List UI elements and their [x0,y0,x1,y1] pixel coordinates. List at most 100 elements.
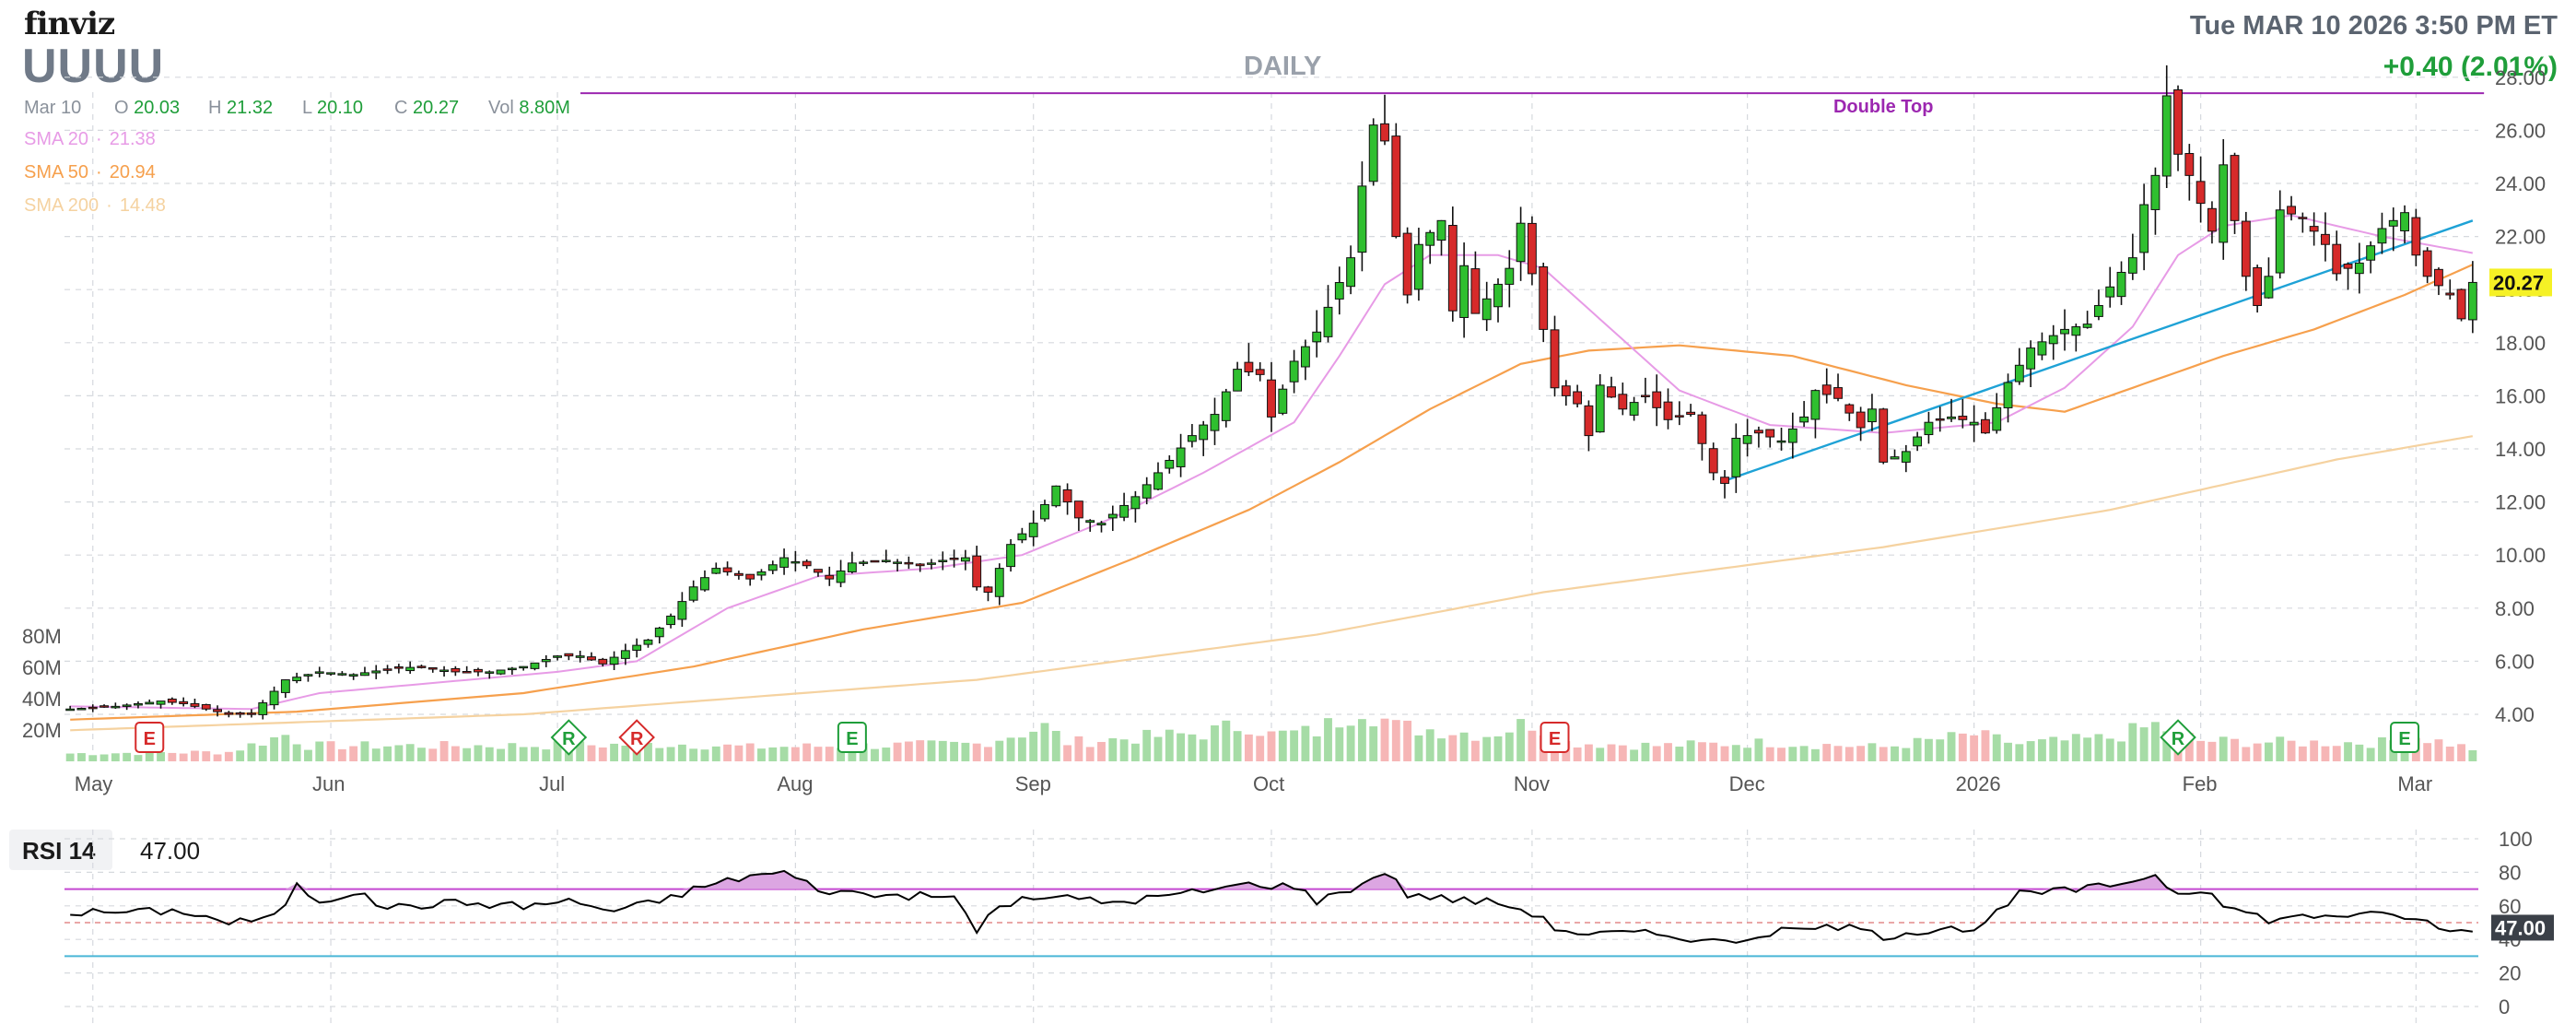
candle-body[interactable] [1867,408,1877,423]
candle-body[interactable] [1459,265,1469,318]
candle-body[interactable] [779,557,790,568]
candle-body[interactable] [2400,212,2409,231]
candle-body[interactable] [2467,281,2477,321]
finviz-logo[interactable]: finviz [24,6,115,42]
candle-body[interactable] [235,712,245,715]
candle-body[interactable] [870,559,880,563]
candle-body[interactable] [2014,364,2024,383]
candle-body[interactable] [1607,386,1616,398]
candle-body[interactable] [1017,533,1027,541]
candle-body[interactable] [1142,484,1152,499]
candle-body[interactable] [1573,391,1583,405]
candle-body[interactable] [2321,233,2330,245]
candle-body[interactable] [1697,414,1707,444]
candle-body[interactable] [326,672,335,675]
candle-body[interactable] [1447,225,1458,312]
candle-body[interactable] [553,655,562,658]
candle-body[interactable] [507,667,517,671]
candle-body[interactable] [1062,489,1072,503]
candle-body[interactable] [2184,153,2195,176]
candle-body[interactable] [745,573,755,580]
candle-body[interactable] [1028,523,1038,537]
candle-body[interactable] [2287,206,2296,215]
rating-marker[interactable]: R [2160,719,2196,756]
candle-body[interactable] [2195,181,2206,205]
candle-body[interactable] [1153,472,1163,490]
candle-body[interactable] [1107,513,1118,519]
candle-body[interactable] [2422,250,2432,277]
candle-body[interactable] [1300,346,1310,368]
candle-body[interactable] [519,665,529,669]
candle-body[interactable] [1505,267,1515,285]
candle-body[interactable] [427,667,438,670]
candle-body[interactable] [1073,500,1083,519]
candle-body[interactable] [1640,394,1650,397]
candle-body[interactable] [100,705,109,708]
candle-body[interactable] [1380,123,1389,142]
sma20-legend[interactable]: SMA 20 · 21.38 [24,129,156,149]
candle-body[interactable] [802,560,812,567]
candle-body[interactable] [1810,390,1821,420]
candle-body[interactable] [1708,448,1718,474]
candle-body[interactable] [1323,306,1333,337]
candle-body[interactable] [1753,430,1763,434]
candle-body[interactable] [416,665,427,668]
candle-body[interactable] [1187,435,1197,442]
candle-body[interactable] [2003,382,2013,408]
candle-body[interactable] [2060,328,2069,335]
candle-body[interactable] [496,669,506,675]
candle-body[interactable] [836,570,846,583]
candle-body[interactable] [1652,391,1662,408]
candle-body[interactable] [1731,437,1741,477]
candle-body[interactable] [382,668,392,671]
candle-body[interactable] [1470,268,1481,314]
candle-body[interactable] [1958,416,1968,420]
candle-body[interactable] [2173,88,2183,155]
candle-body[interactable] [893,561,903,564]
candle-body[interactable] [1913,436,1923,447]
candle-body[interactable] [474,668,483,673]
candle-body[interactable] [643,639,653,645]
candle-body[interactable] [632,644,642,651]
candle-body[interactable] [587,656,596,661]
earnings-marker[interactable]: E [135,722,165,753]
candle-body[interactable] [1040,503,1049,520]
candle-body[interactable] [371,670,381,674]
candle-body[interactable] [1221,391,1231,421]
candle-body[interactable] [938,559,948,562]
candle-body[interactable] [280,679,290,693]
candle-body[interactable] [1357,185,1367,253]
candle-body[interactable] [2207,207,2217,232]
candle-body[interactable] [1516,222,1526,263]
candle-body[interactable] [994,568,1004,597]
candle-body[interactable] [1539,265,1549,330]
candle-body[interactable] [2275,209,2285,274]
candle-body[interactable] [960,557,970,562]
candle-body[interactable] [1776,440,1786,443]
candle-body[interactable] [201,703,211,710]
earnings-marker[interactable]: E [1540,722,1570,753]
candle-body[interactable] [2332,243,2342,275]
candle-body[interactable] [314,671,324,674]
candle-body[interactable] [949,558,959,560]
candle-body[interactable] [1561,385,1571,396]
candle-body[interactable] [654,627,664,638]
candle-body[interactable] [462,671,472,674]
candle-body[interactable] [156,700,166,705]
candle-body[interactable] [711,568,721,574]
candle-body[interactable] [2116,271,2126,298]
candle-body[interactable] [2253,266,2263,306]
candle-body[interactable] [2150,174,2160,210]
earnings-marker[interactable]: E [837,722,867,753]
candle-body[interactable] [904,561,914,565]
candle-body[interactable] [1992,406,2002,431]
candle-body[interactable] [847,562,857,572]
candle-body[interactable] [1856,411,1866,429]
candle-body[interactable] [1901,451,1911,463]
candle-body[interactable] [1595,384,1605,433]
candle-body[interactable] [1527,222,1537,275]
candle-body[interactable] [983,586,993,594]
candle-body[interactable] [247,712,256,715]
candle-body[interactable] [2082,324,2092,328]
candle-body[interactable] [1425,231,1435,246]
